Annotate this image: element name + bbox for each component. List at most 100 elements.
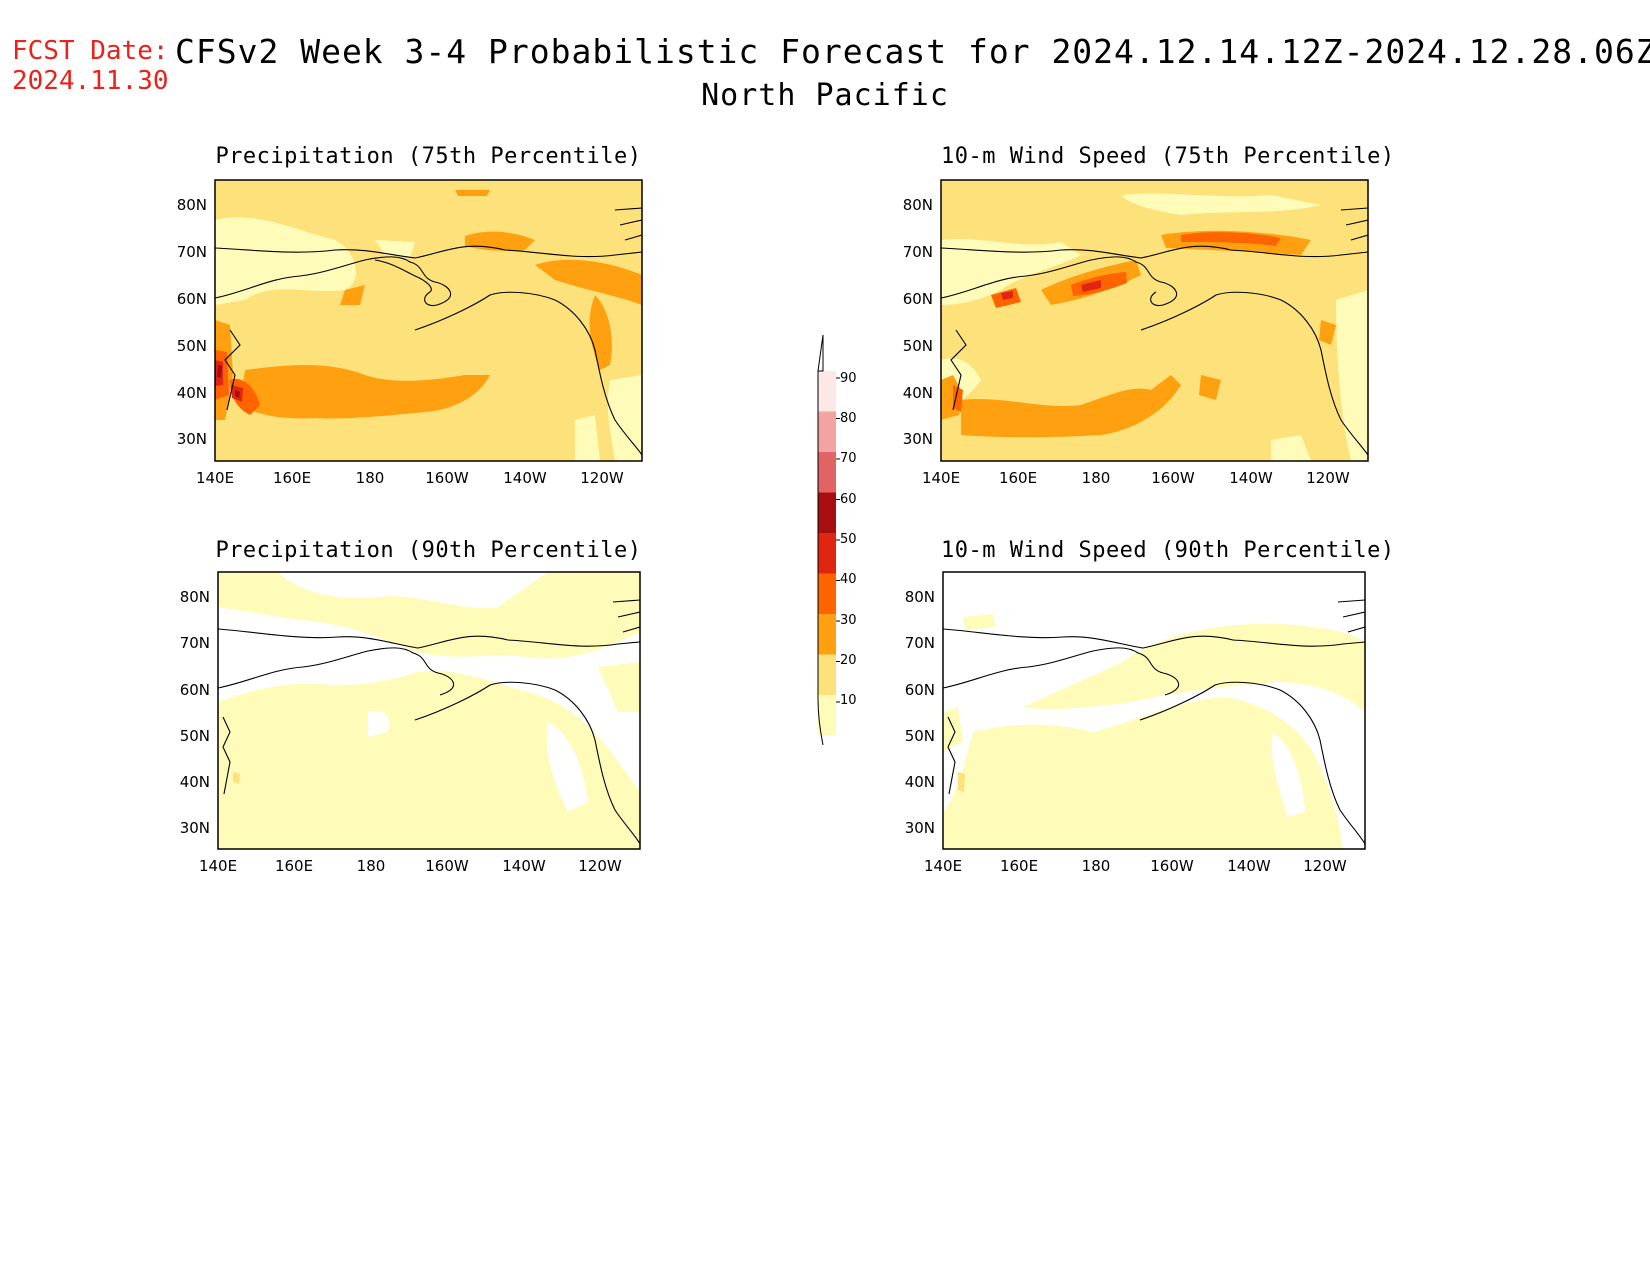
colorbar-tail bbox=[818, 733, 823, 745]
lon-tick: 140W bbox=[503, 469, 547, 487]
colorbar-outline bbox=[817, 371, 824, 746]
lon-tick: 180 bbox=[357, 857, 386, 875]
lon-tick: 160W bbox=[1150, 857, 1194, 875]
wind75-frame bbox=[940, 179, 1369, 462]
precip75-coastlines bbox=[215, 207, 642, 456]
map-wind75: 80N 70N 60N 50N 40N 30N 140E 160E 180 16… bbox=[903, 179, 1369, 487]
wind90-frame bbox=[942, 571, 1366, 850]
colorbar-swatch bbox=[818, 371, 836, 412]
lon-tick: 120W bbox=[580, 469, 624, 487]
colorbar-label: 50 bbox=[840, 532, 857, 547]
precip90-fields bbox=[218, 572, 640, 849]
lon-tick: 160E bbox=[275, 857, 313, 875]
lat-tick: 70N bbox=[905, 634, 935, 652]
lon-tick: 140E bbox=[196, 469, 234, 487]
lat-tick: 70N bbox=[903, 243, 933, 261]
panel-title-precip75: Precipitation (75th Percentile) bbox=[215, 144, 642, 169]
colorbar-swatch bbox=[818, 452, 836, 493]
lat-tick-labels: 80N 70N 60N 50N 40N 30N bbox=[177, 196, 207, 448]
page-title: CFSv2 Week 3-4 Probabilistic Forecast fo… bbox=[175, 32, 1650, 71]
colorbar-swatch bbox=[818, 533, 836, 574]
lat-tick: 80N bbox=[905, 588, 935, 606]
colorbar-labels: 90 80 70 60 50 40 30 20 10 bbox=[840, 371, 857, 708]
lat-tick: 40N bbox=[180, 773, 210, 791]
lat-tick: 40N bbox=[177, 384, 207, 402]
colorbar-swatch bbox=[818, 614, 836, 655]
colorbar-label: 60 bbox=[840, 492, 857, 507]
colorbar-swatch bbox=[818, 411, 836, 452]
lon-tick: 140E bbox=[924, 857, 962, 875]
lat-tick: 70N bbox=[177, 243, 207, 261]
lon-tick: 160E bbox=[999, 469, 1037, 487]
colorbar-label: 10 bbox=[840, 693, 857, 708]
lon-tick: 180 bbox=[356, 469, 385, 487]
wind90-coastlines bbox=[943, 599, 1365, 845]
colorbar-ticks bbox=[836, 377, 840, 703]
wind75-axis-ticks: 80N 70N 60N 50N 40N 30N 140E 160E 180 16… bbox=[903, 196, 1350, 487]
colorbar: 90 80 70 60 50 40 30 20 10 bbox=[817, 334, 857, 746]
lon-tick: 160W bbox=[425, 469, 469, 487]
lon-tick: 140E bbox=[922, 469, 960, 487]
colorbar-swatch bbox=[818, 492, 836, 533]
lon-tick: 120W bbox=[1303, 857, 1347, 875]
wind75-coastlines bbox=[941, 207, 1368, 456]
map-wind90: 80N 70N 60N 50N 40N 30N 140E 160E 180 16… bbox=[905, 571, 1366, 875]
lon-tick: 140W bbox=[1229, 469, 1273, 487]
colorbar-swatch bbox=[818, 695, 836, 736]
precip90-axis-ticks: 80N 70N 60N 50N 40N 30N 140E 160E 180 16… bbox=[180, 588, 622, 875]
lat-tick: 60N bbox=[177, 290, 207, 308]
precip75-frame bbox=[214, 179, 643, 462]
lon-tick: 140W bbox=[502, 857, 546, 875]
lon-tick: 160W bbox=[1151, 469, 1195, 487]
wind90-axis-ticks: 80N 70N 60N 50N 40N 30N 140E 160E 180 16… bbox=[905, 588, 1347, 875]
colorbar-label: 90 bbox=[840, 371, 857, 386]
lat-tick: 80N bbox=[180, 588, 210, 606]
map-precip90: 80N 70N 60N 50N 40N 30N 140E 160E 180 16… bbox=[180, 571, 641, 875]
panel-title-precip90: Precipitation (90th Percentile) bbox=[215, 538, 642, 563]
lat-tick: 30N bbox=[177, 430, 207, 448]
lat-tick: 40N bbox=[903, 384, 933, 402]
colorbar-swatch bbox=[818, 573, 836, 614]
precip90-coastlines bbox=[218, 599, 640, 845]
lon-tick: 160W bbox=[425, 857, 469, 875]
lat-tick: 70N bbox=[180, 634, 210, 652]
lat-tick: 60N bbox=[903, 290, 933, 308]
lat-tick: 80N bbox=[903, 196, 933, 214]
wind75-fields bbox=[941, 180, 1368, 461]
lon-tick: 180 bbox=[1082, 469, 1111, 487]
colorbar-label: 70 bbox=[840, 451, 857, 466]
lat-tick: 40N bbox=[905, 773, 935, 791]
lat-tick: 30N bbox=[903, 430, 933, 448]
lon-tick: 140W bbox=[1227, 857, 1271, 875]
lon-tick: 160E bbox=[1000, 857, 1038, 875]
lon-tick: 120W bbox=[578, 857, 622, 875]
lat-tick: 50N bbox=[903, 337, 933, 355]
lon-tick: 180 bbox=[1082, 857, 1111, 875]
lon-tick: 140E bbox=[199, 857, 237, 875]
colorbar-label: 20 bbox=[840, 653, 857, 668]
lon-tick: 160E bbox=[273, 469, 311, 487]
colorbar-top-triangle bbox=[817, 334, 824, 372]
lon-tick-labels: 140E 160E 180 160W 140W 120W bbox=[196, 469, 624, 487]
colorbar-swatches bbox=[818, 371, 836, 745]
map-precip75: 80N 70N 60N 50N 40N 30N 140E 160E 180 16… bbox=[177, 179, 643, 487]
precip75-fields bbox=[215, 180, 642, 461]
lat-tick: 60N bbox=[180, 681, 210, 699]
region-subtitle: North Pacific bbox=[701, 78, 949, 113]
fcst-date-label: FCST Date: bbox=[12, 36, 169, 66]
lat-tick: 30N bbox=[905, 819, 935, 837]
forecast-date-block: FCST Date: 2024.11.30 bbox=[12, 36, 169, 96]
lat-tick: 50N bbox=[905, 727, 935, 745]
panel-title-wind75: 10-m Wind Speed (75th Percentile) bbox=[941, 144, 1395, 169]
precip90-frame bbox=[217, 571, 641, 850]
lat-tick: 50N bbox=[180, 727, 210, 745]
panel-title-wind90: 10-m Wind Speed (90th Percentile) bbox=[941, 538, 1395, 563]
lat-tick: 60N bbox=[905, 681, 935, 699]
wind90-fields bbox=[943, 572, 1365, 849]
lat-tick: 80N bbox=[177, 196, 207, 214]
fcst-date-value: 2024.11.30 bbox=[12, 66, 169, 96]
colorbar-label: 40 bbox=[840, 572, 857, 587]
colorbar-swatch bbox=[818, 654, 836, 695]
lon-tick: 120W bbox=[1306, 469, 1350, 487]
colorbar-label: 80 bbox=[840, 411, 857, 426]
